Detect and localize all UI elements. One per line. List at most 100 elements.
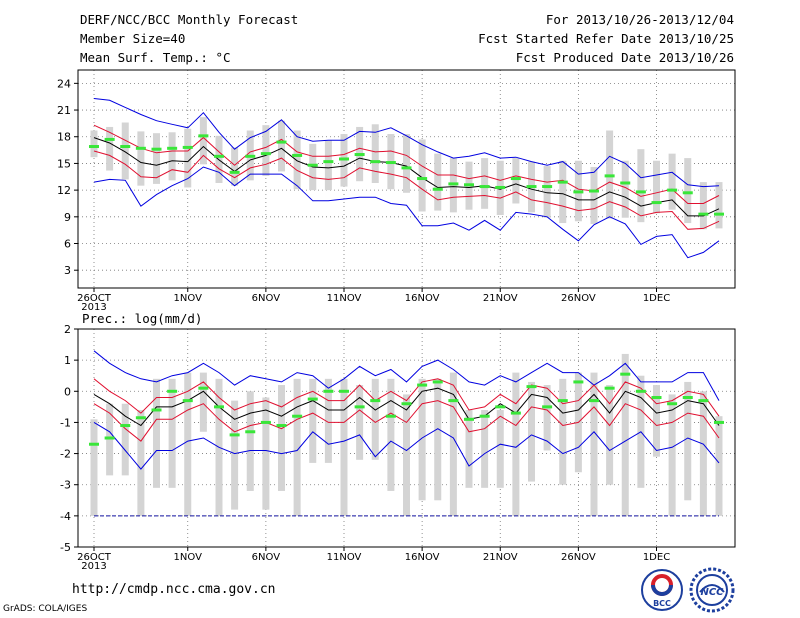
bcc-logo: BCC xyxy=(640,568,684,612)
ensemble-marker xyxy=(714,212,724,216)
ensemble-marker xyxy=(307,397,318,401)
y-tick-label: 1 xyxy=(64,354,71,367)
x-tick-label: 11NOV xyxy=(327,293,362,304)
ensemble-marker xyxy=(542,185,553,189)
ensemble-marker xyxy=(526,385,537,389)
member-range-box xyxy=(199,117,207,165)
member-range-box xyxy=(621,353,629,516)
ensemble-marker xyxy=(120,145,131,149)
ensemble-marker xyxy=(260,420,271,424)
ensemble-marker xyxy=(370,399,381,403)
ensemble-marker xyxy=(89,442,99,446)
upper-spread-line xyxy=(93,378,720,417)
member-range-box xyxy=(637,149,645,223)
member-range-box xyxy=(668,394,676,516)
member-range-box xyxy=(231,147,239,186)
ensemble-marker xyxy=(401,166,412,170)
x-tick-label: 26NOV xyxy=(561,552,596,563)
member-range-box xyxy=(543,166,551,218)
ensemble-marker xyxy=(354,153,365,157)
ensemble-marker xyxy=(651,201,662,205)
ensemble-marker xyxy=(214,405,224,409)
forecast-range-label: For 2013/10/26-2013/12/04 xyxy=(545,12,734,27)
ensemble-marker xyxy=(464,183,474,187)
ensemble-marker xyxy=(339,389,349,393)
member-range-box xyxy=(168,132,176,181)
ensemble-marker xyxy=(682,191,693,195)
x-tick-label: 1NOV xyxy=(174,293,203,304)
member-range-box xyxy=(324,140,332,191)
ensemble-marker xyxy=(557,180,568,184)
ensemble-marker xyxy=(120,424,131,428)
y-tick-label: 21 xyxy=(57,104,71,117)
member-range-box xyxy=(371,378,379,460)
member-range-box xyxy=(106,403,114,476)
member-range-box xyxy=(90,419,98,516)
grads-credit: GrADS: COLA/IGES xyxy=(3,604,88,614)
ensemble-marker xyxy=(620,181,631,185)
member-range-box xyxy=(590,166,598,224)
ensemble-marker xyxy=(604,386,615,390)
lower-envelope-line xyxy=(93,166,720,259)
ensemble-marker xyxy=(151,147,162,151)
x-tick-label: 6NOV xyxy=(252,552,281,563)
precip-panel-title: Prec.: log(mm/d) xyxy=(82,311,202,326)
x-tick-label: 26OCT xyxy=(77,552,112,563)
lower-envelope-line xyxy=(93,421,720,470)
member-range-box xyxy=(106,126,114,171)
y-tick-label: 9 xyxy=(64,211,71,224)
member-range-box xyxy=(465,409,473,488)
member-range-box xyxy=(403,394,410,516)
y-tick-label: -4 xyxy=(60,510,71,523)
member-range-box xyxy=(668,153,676,210)
ensemble-marker xyxy=(464,417,474,421)
ensemble-marker xyxy=(276,424,287,428)
ensemble-marker xyxy=(667,402,678,406)
ensemble-marker xyxy=(89,145,99,149)
plot-frame xyxy=(77,69,736,289)
ensemble-marker xyxy=(635,389,646,393)
produced-date-label: Fcst Produced Date 2013/10/26 xyxy=(515,50,734,65)
ensemble-marker xyxy=(229,433,240,437)
member-range-box xyxy=(184,128,192,188)
member-range-box xyxy=(434,378,442,501)
member-range-box xyxy=(699,182,707,230)
source-url[interactable]: http://cmdp.ncc.cma.gov.cn xyxy=(72,582,276,597)
ensemble-marker xyxy=(589,189,599,193)
x-tick-label: 11NOV xyxy=(327,552,362,563)
ensemble-marker xyxy=(651,396,662,400)
member-range-box xyxy=(231,400,239,510)
ensemble-marker xyxy=(698,399,709,403)
member-range-box xyxy=(293,130,301,190)
ensemble-mean-line xyxy=(93,137,720,217)
ensemble-marker xyxy=(385,161,396,165)
member-range-box xyxy=(90,130,98,158)
lower-spread-line xyxy=(93,400,720,442)
x-tick-label: 1DEC xyxy=(643,293,670,304)
chart-title: DERF/NCC/BCC Monthly Forecast xyxy=(80,12,299,27)
member-range-box xyxy=(418,139,426,212)
member-range-box xyxy=(699,391,707,516)
ensemble-marker xyxy=(432,380,443,384)
y-tick-label: 18 xyxy=(57,131,71,144)
y-tick-label: -3 xyxy=(60,479,71,492)
member-range-box xyxy=(684,158,692,224)
y-tick-label: 24 xyxy=(57,77,71,90)
member-range-box xyxy=(262,125,270,176)
ensemble-marker xyxy=(182,145,193,149)
member-range-box xyxy=(653,160,660,214)
ensemble-marker xyxy=(307,163,318,167)
x-tick-label: 16NOV xyxy=(405,552,440,563)
ensemble-marker xyxy=(135,146,146,150)
ensemble-marker xyxy=(292,153,303,157)
ensemble-marker xyxy=(292,414,303,418)
y-tick-label: -5 xyxy=(60,541,71,554)
member-range-box xyxy=(496,409,504,488)
member-range-box xyxy=(434,153,442,211)
member-range-box xyxy=(184,372,192,516)
y-tick-label: 15 xyxy=(57,157,71,170)
member-range-box xyxy=(324,378,332,463)
